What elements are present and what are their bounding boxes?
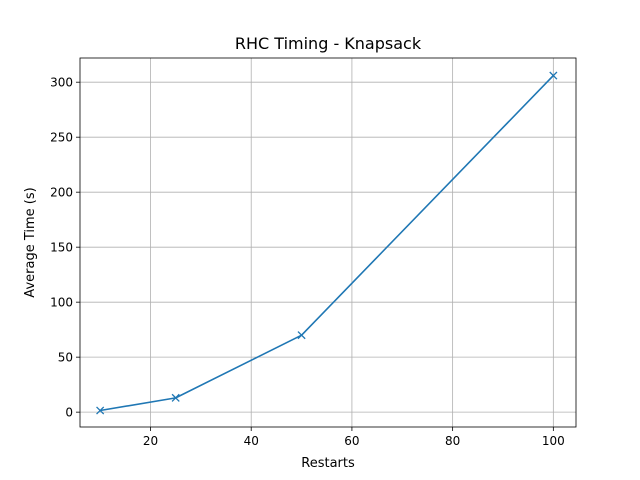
- x-tick-label: 80: [445, 434, 460, 448]
- y-tick-label: 250: [50, 131, 73, 145]
- x-tick-label: 100: [542, 434, 565, 448]
- data-point-marker: [171, 393, 180, 402]
- x-axis-label: Restarts: [301, 456, 355, 471]
- data-point-marker: [549, 71, 558, 80]
- y-tick-label: 0: [65, 406, 73, 420]
- series: [96, 71, 558, 415]
- y-axis-label: Average Time (s): [23, 187, 38, 297]
- data-point-marker: [96, 406, 105, 415]
- x-tick-label: 60: [344, 434, 359, 448]
- plot-frame: [79, 57, 577, 428]
- ticks: 20 40 60 80 100 0 50 100 150 200 250 300: [50, 76, 565, 448]
- x-tick-label: 20: [143, 434, 158, 448]
- y-tick-label: 100: [50, 296, 73, 310]
- y-tick-label: 200: [50, 186, 73, 200]
- y-tick-label: 300: [50, 76, 73, 90]
- data-point-marker: [297, 331, 306, 340]
- series-line: [100, 75, 554, 412]
- y-tick-label: 50: [58, 351, 73, 365]
- x-tick-label: 40: [244, 434, 259, 448]
- chart-title: RHC Timing - Knapsack: [235, 34, 422, 53]
- grid: [80, 58, 576, 427]
- y-tick-label: 150: [50, 241, 73, 255]
